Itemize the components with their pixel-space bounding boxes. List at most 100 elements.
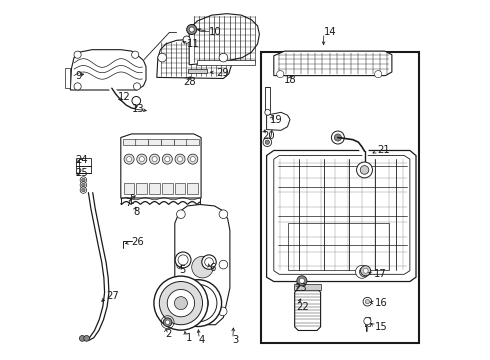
Circle shape [167, 289, 195, 317]
Circle shape [152, 157, 157, 162]
Circle shape [364, 318, 371, 325]
Bar [76, 158, 91, 173]
Text: 10: 10 [209, 27, 221, 37]
Circle shape [176, 210, 185, 219]
Polygon shape [174, 183, 185, 194]
Polygon shape [274, 51, 392, 76]
Circle shape [356, 265, 368, 278]
Polygon shape [136, 183, 147, 194]
Text: 5: 5 [179, 265, 186, 275]
Text: 14: 14 [323, 27, 336, 37]
Circle shape [190, 157, 196, 162]
Polygon shape [121, 134, 201, 198]
Circle shape [363, 268, 368, 273]
Text: 21: 21 [377, 145, 390, 156]
Polygon shape [157, 39, 231, 78]
Circle shape [132, 51, 139, 58]
Text: 13: 13 [132, 104, 144, 114]
Text: 24: 24 [75, 155, 88, 165]
Text: 6: 6 [209, 263, 216, 273]
Circle shape [179, 284, 217, 322]
Circle shape [176, 260, 185, 269]
Circle shape [188, 154, 198, 164]
Polygon shape [186, 139, 199, 145]
Circle shape [137, 154, 147, 164]
Polygon shape [294, 288, 320, 330]
Polygon shape [135, 139, 148, 145]
Text: 9: 9 [76, 71, 82, 81]
Text: 15: 15 [375, 322, 388, 332]
Polygon shape [122, 139, 136, 145]
Circle shape [178, 255, 188, 265]
Text: 12: 12 [118, 92, 131, 102]
Circle shape [126, 157, 132, 162]
Bar [265, 87, 270, 112]
Polygon shape [173, 139, 187, 145]
Circle shape [177, 157, 183, 162]
Circle shape [158, 53, 167, 62]
Text: 20: 20 [262, 131, 275, 141]
Circle shape [219, 53, 228, 62]
Circle shape [176, 309, 185, 318]
Circle shape [192, 256, 213, 278]
Text: 28: 28 [183, 77, 196, 87]
Circle shape [265, 140, 270, 144]
Circle shape [81, 178, 85, 182]
Polygon shape [274, 156, 410, 274]
Circle shape [361, 266, 370, 276]
Circle shape [192, 297, 205, 310]
Circle shape [360, 267, 369, 277]
Text: 26: 26 [132, 237, 145, 247]
Bar [261, 52, 419, 343]
Text: 1: 1 [186, 333, 192, 343]
Polygon shape [267, 150, 416, 282]
Circle shape [132, 96, 141, 105]
Circle shape [124, 154, 134, 164]
Text: 2: 2 [165, 329, 172, 339]
Circle shape [357, 162, 372, 178]
Text: 4: 4 [199, 335, 205, 345]
Circle shape [360, 166, 369, 174]
Text: 8: 8 [133, 207, 140, 217]
Circle shape [219, 307, 227, 316]
Circle shape [219, 260, 228, 269]
Polygon shape [148, 139, 161, 145]
Polygon shape [189, 14, 259, 65]
Polygon shape [175, 204, 230, 325]
Text: 18: 18 [284, 75, 296, 85]
Text: 25: 25 [75, 168, 88, 178]
Polygon shape [149, 183, 160, 194]
Polygon shape [162, 183, 172, 194]
Polygon shape [187, 183, 198, 194]
Circle shape [365, 300, 369, 304]
Circle shape [175, 252, 191, 268]
Circle shape [139, 157, 145, 162]
Circle shape [187, 24, 197, 35]
Circle shape [189, 27, 194, 32]
Circle shape [80, 187, 87, 193]
Text: 3: 3 [232, 335, 239, 345]
Text: 22: 22 [296, 302, 309, 312]
Circle shape [175, 280, 221, 327]
Circle shape [202, 255, 216, 269]
Circle shape [219, 210, 228, 219]
Polygon shape [65, 68, 71, 88]
Circle shape [174, 297, 187, 310]
Circle shape [175, 154, 185, 164]
Circle shape [79, 336, 85, 341]
Circle shape [154, 276, 208, 330]
Circle shape [80, 182, 87, 188]
Polygon shape [161, 139, 174, 145]
Polygon shape [123, 183, 134, 194]
Circle shape [81, 188, 85, 192]
Polygon shape [71, 50, 146, 90]
Polygon shape [294, 284, 321, 290]
Circle shape [74, 51, 81, 58]
Text: 7: 7 [125, 198, 132, 208]
Circle shape [84, 336, 90, 341]
Polygon shape [267, 112, 290, 130]
Text: 29: 29 [216, 68, 229, 78]
Circle shape [166, 320, 170, 324]
Circle shape [205, 258, 213, 266]
Circle shape [297, 276, 307, 286]
